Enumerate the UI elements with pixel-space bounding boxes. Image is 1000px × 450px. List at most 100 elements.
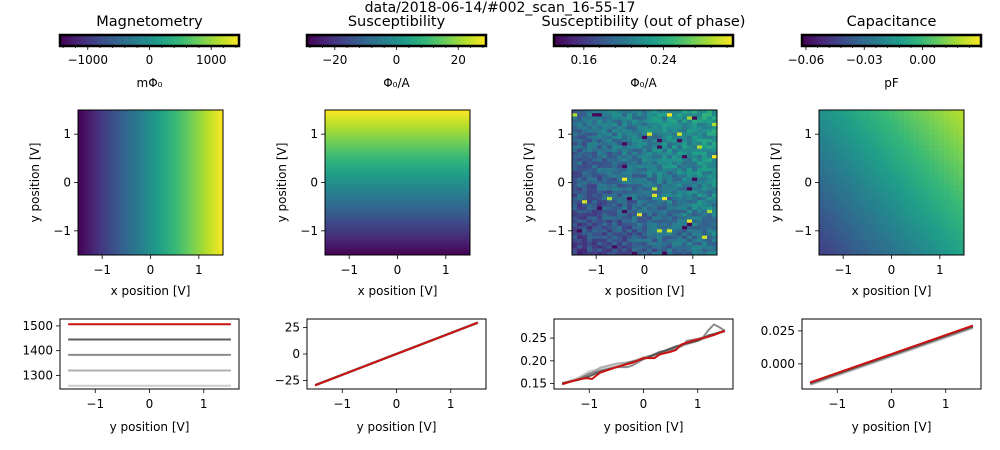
heatmap-cell: [829, 190, 835, 196]
heatmap-cell: [944, 220, 950, 226]
heatmap-cell: [592, 168, 598, 172]
heatmap-cell: [884, 130, 890, 136]
heatmap-cell: [657, 238, 663, 243]
heatmap-cell: [707, 222, 713, 227]
heatmap-cell: [904, 185, 910, 191]
heatmap-cell: [582, 135, 588, 140]
heatmap-cell: [899, 160, 905, 166]
heatmap-cell: [687, 206, 693, 211]
heatmap-cell: [572, 132, 578, 137]
heatmap-cell: [889, 170, 895, 176]
heatmap-cell: [597, 187, 603, 191]
heatmap-cell: [959, 220, 965, 226]
heatmap-cell: [869, 130, 875, 136]
heatmap-cell: [602, 177, 608, 182]
heatmap-cell: [667, 155, 673, 159]
heatmap-cell: [602, 148, 608, 153]
heatmap-cell: [617, 193, 623, 198]
heatmap-cell: [954, 230, 960, 236]
heatmap-cell: [884, 110, 890, 116]
heatmap-cell: [819, 210, 825, 216]
heatmap-cell: [702, 151, 708, 156]
heatmap-cell: [697, 203, 703, 208]
heatmap-cell: [949, 110, 955, 116]
heatmap-cell: [632, 238, 638, 243]
heatmap-cell: [577, 232, 583, 237]
heatmap-cell: [587, 171, 593, 175]
heatmap-cell: [687, 245, 693, 249]
heatmap-cell: [929, 235, 935, 241]
heatmap-cell: [844, 120, 850, 126]
heatmap-cell: [677, 203, 683, 208]
heatmap-cell: [702, 203, 708, 208]
heatmap-cell: [592, 158, 598, 162]
heatmap-cell: [672, 203, 678, 208]
heatmap-cell: [622, 135, 628, 140]
heatmap-cell: [577, 177, 583, 182]
heatmap-cell: [572, 232, 578, 237]
heatmap-cell: [687, 200, 693, 204]
heatmap-cell: [652, 142, 658, 146]
heatmap-cell: [712, 232, 718, 237]
heatmap-cell: [597, 151, 603, 156]
heatmap-cell: [657, 168, 663, 172]
heatmap-cell: [884, 160, 890, 166]
heatmap-cell: [949, 205, 955, 211]
heatmap-cell: [939, 120, 945, 126]
heatmap-cell: [909, 180, 915, 186]
heatmap-cell: [637, 168, 643, 172]
heatmap-cell: [889, 185, 895, 191]
heatmap-cell: [672, 155, 678, 159]
heatmap-cell: [662, 171, 668, 175]
heatmap-cell: [914, 145, 920, 151]
heatmap-cell: [682, 232, 688, 237]
heatmap-cell: [682, 235, 688, 240]
heatmap-cell: [692, 200, 698, 204]
heatmap-cell: [692, 219, 698, 224]
heatmap-cell: [592, 110, 598, 114]
heatmap-cell: [612, 126, 618, 130]
heatmap-cell: [642, 119, 648, 124]
heatmap-cell: [934, 145, 940, 151]
heatmap-cell: [954, 235, 960, 241]
heatmap-cell: [924, 165, 930, 171]
heatmap-cell: [819, 175, 825, 181]
heatmap-cell: [712, 132, 718, 137]
heatmap-cell: [934, 125, 940, 131]
heatmap-cell: [889, 145, 895, 151]
heatmap-cell: [667, 180, 673, 185]
heatmap-cell: [677, 177, 683, 182]
heatmap-cell: [834, 140, 840, 146]
heatmap-cell: [834, 205, 840, 211]
heatmap-cell: [929, 120, 935, 126]
heatmap-cell: [712, 135, 718, 140]
heatmap-cell: [869, 235, 875, 241]
heatmap-cell: [577, 248, 583, 253]
heatmap-cell: [712, 251, 718, 256]
heatmap-cell: [697, 213, 703, 217]
heatmap-cell: [869, 250, 875, 256]
heatmap-cell: [829, 235, 835, 241]
heatmap-cell: [607, 209, 613, 214]
heatmap-cell: [707, 174, 713, 179]
heatmap-cell: [682, 161, 688, 166]
heatmap-cell: [637, 142, 643, 146]
heatmap-cell: [697, 200, 703, 204]
heatmap-cell: [929, 130, 935, 136]
heatmap-x-tick-label: 0: [888, 263, 896, 277]
heatmap-cell: [939, 160, 945, 166]
heatmap-cell: [949, 115, 955, 121]
heatmap-cell: [884, 210, 890, 216]
heatmap-cell: [854, 200, 860, 206]
heatmap-cell: [672, 113, 678, 117]
heatmap-cell: [672, 148, 678, 153]
heatmap-cell: [577, 132, 583, 137]
linecut-x-tick-label: −1: [86, 397, 104, 411]
heatmap-cell: [824, 230, 830, 236]
colorbar-tick-label: 1000: [196, 53, 227, 67]
heatmap-cell: [637, 116, 643, 121]
heatmap-cell: [889, 195, 895, 201]
heatmap-cell: [602, 116, 608, 121]
heatmap-cell: [622, 126, 628, 130]
heatmap-cell: [894, 115, 900, 121]
